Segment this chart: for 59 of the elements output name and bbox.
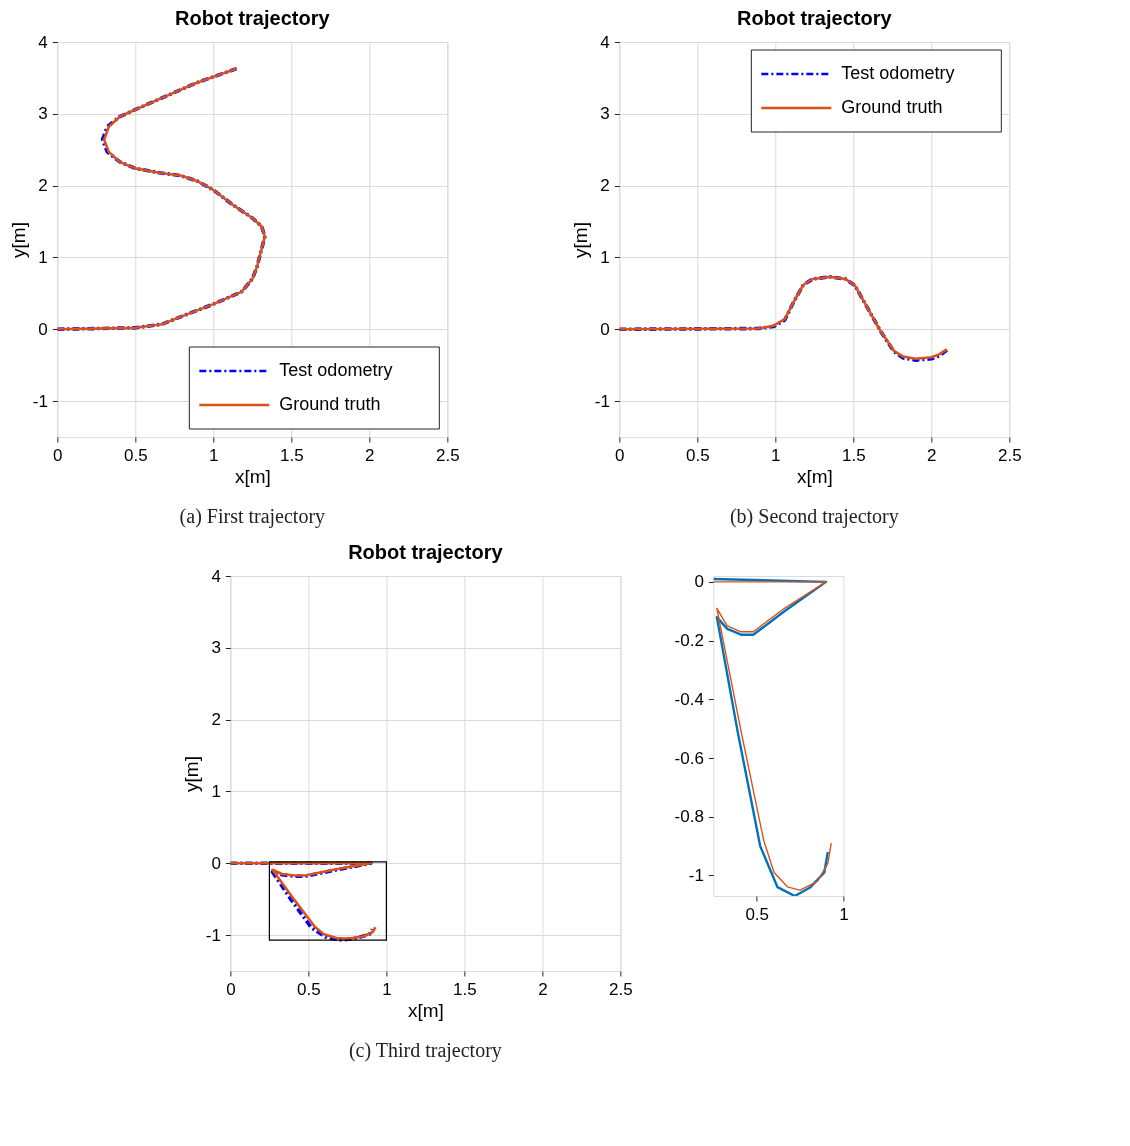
y-tick-label: -1 [205, 925, 221, 945]
x-axis-title: x[m] [796, 465, 833, 487]
x-tick-label: 0 [53, 445, 63, 465]
x-tick-label: 0.5 [124, 445, 148, 465]
text: (b) Second trajectory [729, 505, 899, 528]
chart-title: Robot trajectory [175, 7, 331, 29]
y-tick-label: 1 [38, 247, 48, 267]
x-tick-label: 0 [226, 979, 236, 999]
x-tick-label: 1.5 [453, 979, 477, 999]
y-tick-label: 4 [38, 32, 48, 52]
y-tick-label: -0.6 [674, 748, 704, 768]
y-tick-label: -1 [688, 865, 704, 885]
x-tick-label: 0.5 [297, 979, 321, 999]
x-tick-label: 0 [615, 445, 625, 465]
y-tick-label: 3 [211, 638, 221, 658]
y-tick-label: 3 [600, 104, 610, 124]
y-tick-label: -0.2 [674, 631, 704, 651]
x-tick-label: 1.5 [280, 445, 304, 465]
x-tick-label: 1 [771, 445, 781, 465]
y-tick-label: 3 [38, 104, 48, 124]
x-tick-label: 2 [538, 979, 548, 999]
x-axis-title: x[m] [407, 999, 444, 1021]
y-tick-label: 1 [211, 781, 221, 801]
y-tick-label: 0 [38, 319, 48, 339]
y-axis-title: y[m] [7, 222, 29, 258]
x-axis-title: x[m] [234, 465, 271, 487]
y-tick-label: 2 [600, 176, 610, 196]
chart-title: Robot trajectory [348, 541, 504, 563]
x-tick-label: 1.5 [842, 445, 866, 465]
y-tick-label: -1 [32, 391, 48, 411]
x-tick-label: 2 [365, 445, 375, 465]
y-tick-label: 2 [211, 710, 221, 730]
legend-label: Test odometry [279, 360, 393, 380]
x-tick-label: 0.5 [686, 445, 710, 465]
legend-label: Test odometry [841, 63, 955, 83]
x-tick-label: 2.5 [998, 445, 1022, 465]
y-axis-title: y[m] [180, 756, 202, 792]
legend-label: Ground truth [279, 394, 381, 414]
text: (c) Third trajectory [348, 1039, 502, 1062]
y-tick-label: 4 [211, 566, 221, 586]
y-tick-label: 0 [211, 853, 221, 873]
line-series [57, 66, 267, 332]
y-axis-title: y[m] [569, 222, 591, 258]
x-tick-label: 2.5 [609, 979, 633, 999]
x-tick-label: 0.5 [745, 904, 770, 924]
x-tick-label: 1 [382, 979, 392, 999]
y-tick-label: 0 [600, 319, 610, 339]
text: (a) First trajectory [179, 505, 326, 528]
x-tick-label: 2 [927, 445, 937, 465]
y-tick-label: -0.4 [674, 689, 704, 709]
chart-title: Robot trajectory [737, 7, 893, 29]
x-tick-label: 2.5 [436, 445, 460, 465]
y-tick-label: 2 [38, 176, 48, 196]
legend-label: Ground truth [841, 97, 943, 117]
y-tick-label: 4 [600, 32, 610, 52]
y-tick-label: -1 [594, 391, 610, 411]
y-tick-label: 1 [600, 247, 610, 267]
y-tick-label: 0 [694, 572, 704, 592]
y-tick-label: -0.8 [674, 807, 704, 827]
